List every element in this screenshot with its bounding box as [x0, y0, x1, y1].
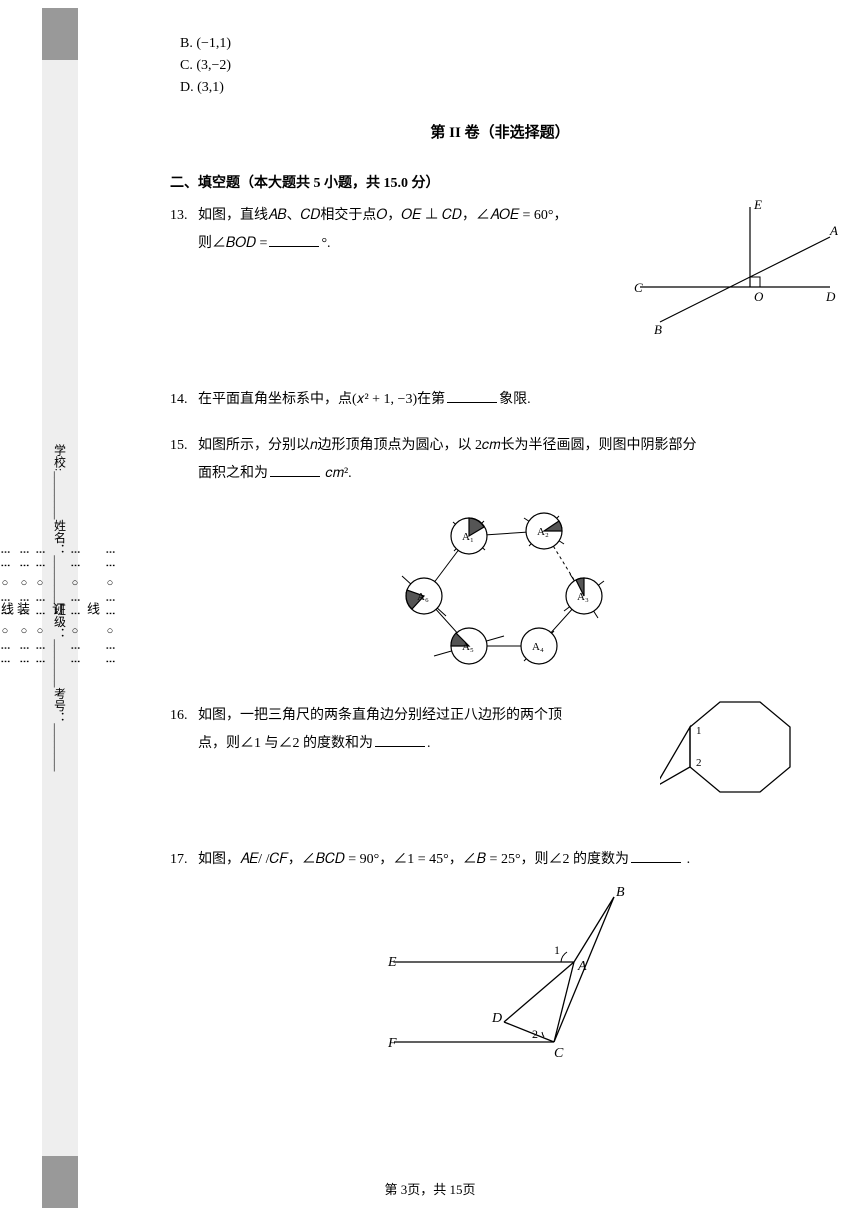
question-13: 13. 如图，直线𝐴𝐵、𝐶𝐷相交于点𝑂，𝑂𝐸 ⊥ 𝐶𝐷，∠𝐴𝑂𝐸 = 60°， …	[170, 202, 830, 368]
svg-text:A₁: A₁	[462, 531, 474, 543]
q15-text: 面积之和为	[198, 466, 268, 481]
question-17: 17. 如图，𝐴𝐸/​ /𝐶𝐹，∠𝐵𝐶𝐷 = 90°，∠1 = 45°，∠𝐵 =…	[170, 846, 830, 1080]
q17-text: .	[683, 852, 690, 867]
fill-blank-heading: 二、填空题（本大题共 5 小题，共 15.0 分）	[170, 172, 830, 192]
q13-num: 13.	[170, 202, 198, 368]
blank	[375, 733, 425, 747]
svg-text:B: B	[654, 322, 662, 337]
svg-text:O: O	[754, 289, 764, 304]
svg-text:A₆: A₆	[417, 591, 429, 603]
q16-body: 如图，一把三角尺的两条直角边分别经过正八边形的两个顶 点，则∠1 与∠2 的度数…	[198, 702, 830, 828]
svg-text:B: B	[616, 885, 625, 900]
q16-figure: 1 2	[660, 692, 810, 812]
q13-text: 如图，直线𝐴𝐵、𝐶𝐷相交于点𝑂，𝑂𝐸 ⊥ 𝐶𝐷，∠𝐴𝑂𝐸 = 60°，	[198, 208, 568, 223]
q13-body: 如图，直线𝐴𝐵、𝐶𝐷相交于点𝑂，𝑂𝐸 ⊥ 𝐶𝐷，∠𝐴𝑂𝐸 = 60°， 则∠𝐵𝑂…	[198, 202, 830, 368]
blank	[631, 849, 681, 863]
svg-text:1: 1	[554, 943, 560, 957]
q17-text: 如图，𝐴𝐸/​ /𝐶𝐹，∠𝐵𝐶𝐷 = 90°，∠1 = 45°，∠𝐵 = 25°…	[198, 852, 629, 867]
page-content: B. (−1,1) C. (3,−2) D. (3,1) 第 II 卷（非选择题…	[170, 30, 830, 1098]
dots: ⁝ ⁝ ○ ⁝ ⁝ ○ ⁝ ⁝	[67, 550, 83, 667]
question-14: 14. 在平面直角坐标系中，点(𝑥² + 1, −3)在第 象限.	[170, 386, 830, 414]
svg-text:A: A	[829, 223, 838, 238]
bind-char: 线	[83, 602, 102, 615]
q16-num: 16.	[170, 702, 198, 828]
svg-text:A₂: A₂	[537, 526, 549, 538]
page-footer: 第 3页，共 15页	[0, 1179, 860, 1198]
q15-text: 如图所示，分别以𝑛边形顶角顶点为圆心，以 2𝑐𝑚长为半径画圆，则图中阴影部分	[198, 438, 696, 453]
svg-text:A₃: A₃	[577, 591, 589, 603]
q14-text: 象限.	[499, 392, 531, 407]
q15-body: 如图所示，分别以𝑛边形顶角顶点为圆心，以 2𝑐𝑚长为半径画圆，则图中阴影部分 面…	[198, 432, 830, 684]
q13-figure: E A B C D O	[630, 197, 840, 337]
svg-text:E: E	[753, 197, 762, 212]
q16-text: 点，则∠1 与∠2 的度数和为	[198, 736, 373, 751]
svg-text:E: E	[387, 955, 397, 970]
q14-num: 14.	[170, 386, 198, 414]
svg-text:A₅: A₅	[462, 641, 474, 653]
svg-text:D: D	[825, 289, 836, 304]
svg-text:A₄: A₄	[532, 641, 544, 653]
dots: ⁝ ⁝ ○ ⁝ ⁝ ○ ⁝ ⁝	[32, 550, 48, 667]
svg-text:C: C	[554, 1046, 564, 1061]
section-2-title: 第 II 卷（非选择题）	[170, 121, 830, 142]
q16-text: .	[427, 736, 431, 751]
blank	[270, 463, 320, 477]
q13-text: 则∠𝐵𝑂𝐷 =	[198, 236, 267, 251]
q17-figure: E A B F C D 1 2	[354, 882, 674, 1072]
option-c: C. (3,−2)	[180, 58, 830, 74]
question-16: 16. 如图，一把三角尺的两条直角边分别经过正八边形的两个顶 点，则∠1 与∠2…	[170, 702, 830, 828]
gray-block-top	[42, 8, 78, 60]
blank	[269, 233, 319, 247]
q17-body: 如图，𝐴𝐸/​ /𝐶𝐹，∠𝐵𝐶𝐷 = 90°，∠1 = 45°，∠𝐵 = 25°…	[198, 846, 830, 1080]
dots: ⁝ ⁝ ○ ⁝ ⁝ ○ ⁝ ⁝	[102, 550, 118, 667]
dots: ⁝ ⁝ ○ ⁝ ⁝ ○ ⁝ ⁝	[0, 550, 13, 667]
q14-body: 在平面直角坐标系中，点(𝑥² + 1, −3)在第 象限.	[198, 386, 830, 414]
bind-char: 订	[48, 602, 67, 615]
svg-text:F: F	[387, 1036, 397, 1051]
bind-char: 装	[13, 602, 32, 615]
q15-figure: A₁ A₂ A₃ A₄ A₅ A₆	[374, 496, 654, 676]
q14-text: 在平面直角坐标系中，点(𝑥² + 1, −3)在第	[198, 392, 445, 407]
blank	[447, 389, 497, 403]
binding-inner-column: ⁝ ⁝ ○ ⁝ ⁝ ○ ⁝ ⁝ 内 ⁝ ⁝ ○ ⁝ ⁝ ○ ⁝ ⁝ 装 ⁝ ⁝ …	[90, 0, 118, 1216]
option-d: D. (3,1)	[180, 80, 830, 96]
question-15: 15. 如图所示，分别以𝑛边形顶角顶点为圆心，以 2𝑐𝑚长为半径画圆，则图中阴影…	[170, 432, 830, 684]
q15-num: 15.	[170, 432, 198, 684]
svg-text:1: 1	[696, 725, 702, 737]
q16-text: 如图，一把三角尺的两条直角边分别经过正八边形的两个顶	[198, 708, 562, 723]
q17-num: 17.	[170, 846, 198, 1080]
svg-text:2: 2	[532, 1027, 538, 1041]
svg-text:D: D	[491, 1011, 502, 1026]
svg-text:C: C	[634, 280, 643, 295]
q13-text: °.	[321, 236, 330, 251]
option-b: B. (−1,1)	[180, 36, 830, 52]
q15-text: 𝑐𝑚².	[322, 466, 352, 481]
svg-text:A: A	[577, 959, 587, 974]
svg-text:2: 2	[696, 757, 702, 769]
